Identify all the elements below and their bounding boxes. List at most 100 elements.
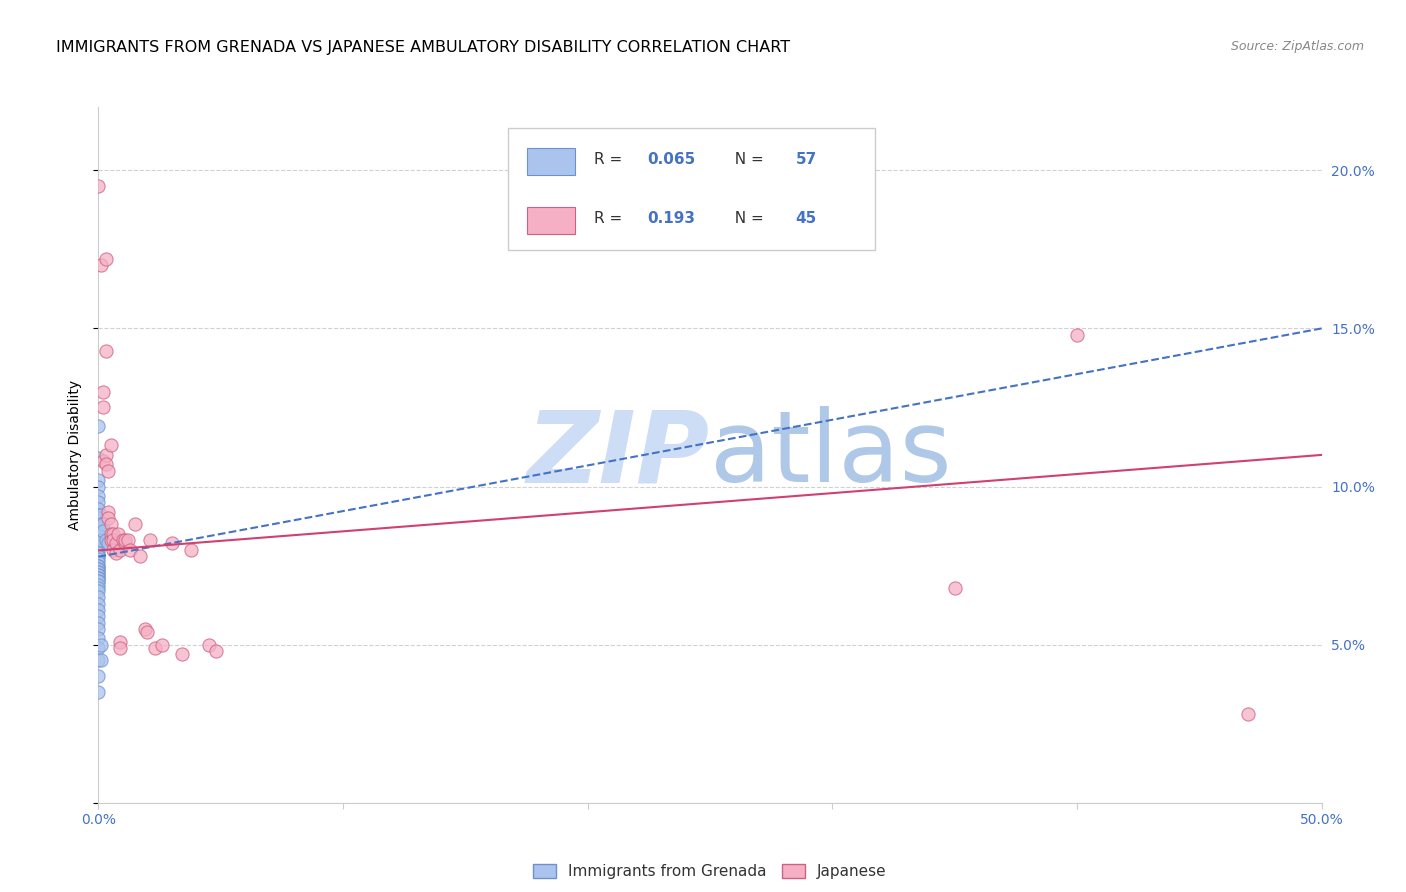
- Point: [170, 647, 193, 661]
- Point: [111, 533, 134, 548]
- Point: [90, 638, 112, 652]
- Point: [90, 653, 112, 667]
- Point: [87, 565, 110, 579]
- Text: R =: R =: [593, 152, 627, 167]
- Text: 57: 57: [796, 152, 817, 167]
- Point: [136, 625, 159, 640]
- Point: [90, 527, 112, 541]
- Point: [143, 640, 166, 655]
- Point: [90, 533, 112, 548]
- Point: [110, 640, 132, 655]
- Point: [87, 552, 110, 566]
- Bar: [527, 148, 575, 175]
- Point: [114, 536, 136, 550]
- Point: [87, 653, 110, 667]
- Point: [94, 458, 117, 472]
- Point: [90, 508, 112, 522]
- Point: [180, 542, 202, 557]
- Point: [87, 495, 110, 509]
- Point: [87, 556, 110, 570]
- Point: [87, 473, 110, 487]
- Point: [87, 558, 110, 573]
- Point: [87, 517, 110, 532]
- Point: [87, 549, 110, 563]
- Point: [87, 597, 110, 611]
- Point: [91, 524, 114, 538]
- Point: [87, 549, 110, 563]
- Point: [205, 644, 228, 658]
- Point: [87, 451, 110, 466]
- Point: [87, 508, 110, 522]
- Point: [87, 640, 110, 655]
- Text: R =: R =: [593, 211, 627, 226]
- Point: [87, 568, 110, 582]
- Point: [87, 479, 110, 493]
- Point: [87, 622, 110, 636]
- Point: [87, 562, 110, 576]
- Point: [87, 536, 110, 550]
- Point: [87, 632, 110, 646]
- Point: [150, 638, 173, 652]
- Point: [94, 448, 117, 462]
- Point: [124, 517, 146, 532]
- Point: [100, 438, 122, 452]
- Point: [87, 574, 110, 589]
- Point: [100, 527, 122, 541]
- Point: [90, 258, 112, 272]
- Point: [90, 517, 112, 532]
- Point: [110, 542, 132, 557]
- Point: [87, 179, 110, 194]
- Point: [87, 419, 110, 434]
- Point: [97, 511, 120, 525]
- Point: [114, 533, 136, 548]
- Point: [97, 464, 120, 478]
- Point: [87, 565, 110, 579]
- Point: [943, 581, 966, 595]
- Point: [110, 634, 132, 648]
- Point: [91, 454, 114, 468]
- Text: 0.193: 0.193: [648, 211, 696, 226]
- Legend: Immigrants from Grenada, Japanese: Immigrants from Grenada, Japanese: [527, 858, 893, 886]
- Point: [87, 558, 110, 573]
- FancyBboxPatch shape: [508, 128, 875, 250]
- Point: [97, 536, 120, 550]
- Point: [87, 501, 110, 516]
- Point: [87, 685, 110, 699]
- Point: [87, 609, 110, 624]
- Y-axis label: Ambulatory Disability: Ambulatory Disability: [67, 380, 82, 530]
- Point: [87, 603, 110, 617]
- Point: [87, 583, 110, 598]
- Point: [87, 562, 110, 576]
- Point: [87, 533, 110, 548]
- Point: [87, 536, 110, 550]
- Point: [94, 343, 117, 358]
- Point: [87, 546, 110, 560]
- Text: Source: ZipAtlas.com: Source: ZipAtlas.com: [1230, 40, 1364, 54]
- Text: 45: 45: [796, 211, 817, 226]
- Point: [87, 571, 110, 585]
- Point: [97, 505, 120, 519]
- Text: atlas: atlas: [710, 407, 952, 503]
- Point: [91, 384, 114, 399]
- Point: [160, 536, 183, 550]
- Point: [107, 527, 129, 541]
- Point: [87, 511, 110, 525]
- Point: [87, 524, 110, 538]
- Point: [87, 581, 110, 595]
- Point: [87, 669, 110, 683]
- Point: [87, 542, 110, 557]
- Point: [117, 533, 139, 548]
- Point: [104, 546, 127, 560]
- Point: [139, 533, 162, 548]
- Point: [94, 252, 117, 266]
- Text: ZIP: ZIP: [527, 407, 710, 503]
- Point: [91, 401, 114, 415]
- Text: 0.065: 0.065: [648, 152, 696, 167]
- Bar: [527, 207, 575, 234]
- Point: [87, 615, 110, 630]
- Point: [101, 527, 124, 541]
- Point: [1237, 707, 1260, 722]
- Point: [100, 517, 122, 532]
- Point: [101, 533, 124, 548]
- Point: [87, 577, 110, 591]
